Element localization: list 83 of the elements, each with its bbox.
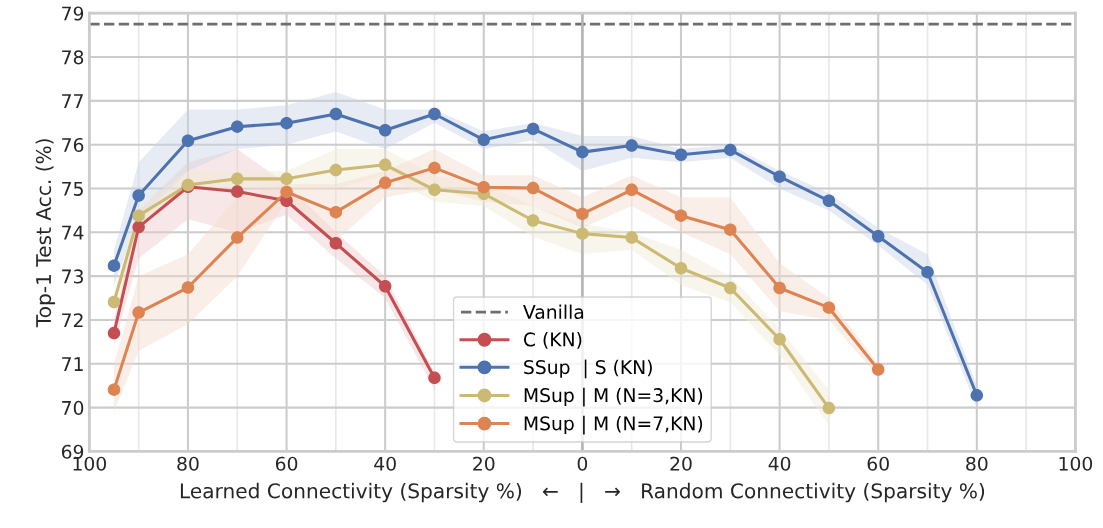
point — [773, 170, 786, 183]
point — [477, 180, 491, 194]
legend-label: SSup | S (KN) — [524, 359, 652, 379]
legend-label: C (KN) — [523, 332, 582, 349]
y-tick-label: 75 — [62, 181, 83, 196]
point — [107, 295, 121, 309]
point — [280, 116, 293, 130]
point — [576, 227, 589, 240]
point — [921, 265, 934, 279]
point — [378, 176, 392, 190]
x-tick-label: 80 — [966, 456, 988, 471]
point — [107, 383, 121, 396]
x-tick-label: 80 — [177, 456, 199, 471]
point — [970, 389, 984, 402]
point — [822, 301, 836, 314]
x-tick-label: 60 — [275, 456, 298, 471]
point — [576, 145, 589, 159]
y-tick-label: 76 — [62, 137, 84, 153]
point — [428, 183, 441, 197]
point — [724, 281, 737, 295]
y-tick-label: 77 — [62, 94, 83, 108]
point — [329, 205, 343, 219]
point — [132, 220, 145, 234]
x-tick-label: 40 — [374, 456, 396, 471]
point — [625, 231, 638, 244]
point — [132, 306, 145, 319]
point — [181, 134, 195, 147]
point — [280, 172, 293, 186]
x-tick-label: 20 — [670, 456, 692, 471]
point — [576, 207, 589, 221]
point — [674, 209, 688, 222]
x-tick-label: 0 — [577, 456, 588, 471]
point — [674, 148, 688, 161]
x-tick-label: 20 — [473, 456, 495, 471]
point — [724, 223, 737, 236]
point — [231, 172, 244, 186]
x-tick-label: 100 — [1059, 456, 1093, 471]
y-axis-title: Top-1 Test Acc. (%) — [35, 139, 56, 328]
point — [773, 281, 786, 295]
point — [822, 194, 836, 208]
point — [329, 237, 343, 250]
point — [477, 133, 491, 147]
point — [625, 139, 638, 152]
y-tick-label: 70 — [62, 400, 84, 416]
x-tick-label: 40 — [768, 456, 791, 471]
point — [526, 122, 540, 136]
point — [329, 163, 343, 177]
point — [428, 371, 441, 385]
point — [674, 262, 688, 275]
point — [428, 161, 441, 175]
point — [428, 107, 441, 121]
point — [625, 183, 638, 197]
point — [526, 181, 540, 195]
x-axis-title: Learned Connectivity (Sparsity %) ← | → Random Connectivity (Sparsity %) — [180, 482, 985, 503]
point — [231, 231, 244, 244]
point — [132, 209, 145, 222]
point — [526, 214, 540, 227]
legend-label: MSup | M (N=3,KN) — [524, 387, 703, 407]
y-tick-label: 73 — [62, 269, 83, 284]
point — [724, 143, 737, 157]
y-tick-label: 79 — [62, 6, 84, 21]
point — [231, 185, 244, 198]
point — [871, 363, 885, 376]
legend-label: MSup | M (N=7,KN) — [524, 415, 703, 435]
point — [107, 326, 121, 340]
point — [107, 259, 121, 272]
point — [280, 185, 293, 199]
x-tick-label: 60 — [867, 456, 889, 471]
point — [378, 123, 392, 137]
point — [181, 281, 195, 294]
y-tick-label: 72 — [62, 313, 83, 328]
y-tick-label: 74 — [62, 225, 84, 240]
point — [231, 120, 244, 133]
point — [871, 230, 885, 243]
legend-label: Vanilla — [523, 304, 584, 320]
y-tick-label: 78 — [62, 50, 84, 65]
point — [132, 189, 145, 202]
point — [822, 401, 836, 415]
point — [773, 333, 786, 346]
point — [378, 158, 392, 172]
y-tick-label: 71 — [62, 357, 83, 371]
point — [378, 279, 392, 293]
point — [329, 107, 343, 121]
